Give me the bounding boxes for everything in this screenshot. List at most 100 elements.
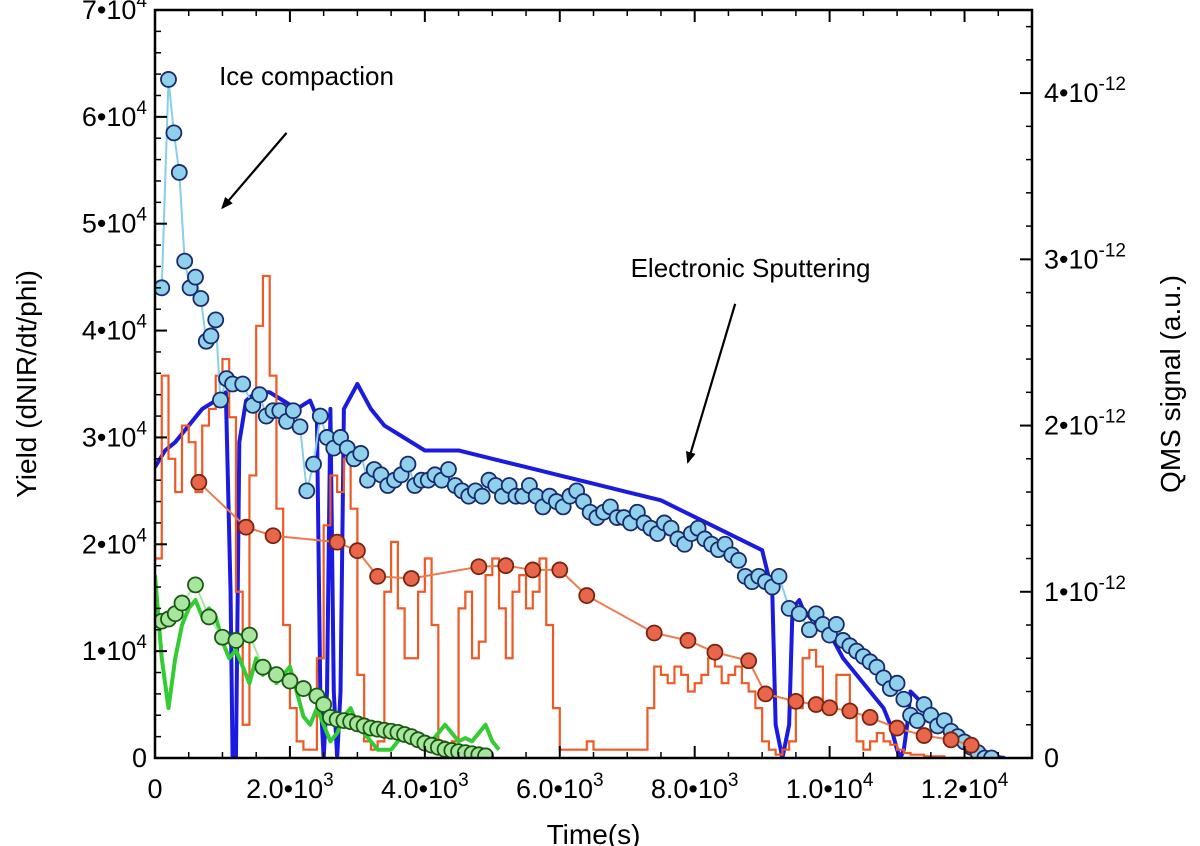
data-point: [214, 628, 231, 646]
data-point: [807, 696, 825, 713]
data-point: [268, 666, 285, 684]
data-point: [241, 626, 258, 644]
data-point: [740, 652, 758, 670]
data-point: [861, 708, 879, 726]
y-left-tick-label: 4•104: [82, 312, 148, 346]
series-3: [155, 71, 1000, 758]
data-point: [895, 690, 913, 708]
data-point: [706, 643, 724, 661]
data-point: [160, 71, 177, 88]
series-1: [155, 274, 999, 758]
data-point: [524, 561, 542, 579]
data-point: [962, 736, 980, 754]
y-right-tick-label: 2•10-12: [1044, 407, 1126, 441]
data-point: [298, 482, 316, 500]
series-4: [190, 473, 980, 754]
data-point: [790, 605, 808, 623]
data-point: [888, 674, 906, 692]
x-tick-label: 4.0•103: [381, 770, 469, 804]
data-point: [295, 680, 312, 697]
data-point: [440, 461, 457, 478]
data-point: [348, 542, 366, 560]
data-point: [470, 558, 488, 576]
data-point: [369, 567, 387, 585]
data-point: [251, 386, 268, 404]
data-point: [497, 557, 515, 575]
x-tick-label: 6.0•103: [516, 770, 604, 804]
annotation-label: Ice compaction: [219, 61, 394, 91]
y-left-tick-label: 7•104: [82, 0, 148, 25]
data-point: [757, 685, 774, 703]
series-5: [155, 576, 494, 758]
series-layer: [155, 71, 1006, 758]
y-right-axis-title: QMS signal (a.u.): [1155, 275, 1186, 493]
y-right-tick-label: 3•10-12: [1044, 240, 1126, 274]
series-line: [155, 274, 999, 758]
data-point: [578, 587, 596, 604]
data-point: [254, 658, 272, 676]
data-point: [237, 518, 255, 536]
x-tick-label: 0: [147, 774, 162, 804]
data-point: [212, 391, 229, 409]
data-point: [942, 731, 960, 749]
annotation-arrow: [221, 132, 288, 210]
y-left-tick-label: 3•104: [82, 418, 148, 452]
data-point: [888, 719, 906, 737]
y-right-tick-label: 4•10-12: [1044, 74, 1126, 108]
data-point: [264, 527, 282, 545]
data-point: [187, 576, 204, 594]
data-point: [207, 311, 225, 329]
data-point: [827, 616, 845, 633]
y-left-tick-label: 1•104: [82, 632, 148, 666]
data-point: [770, 567, 788, 585]
data-point: [315, 696, 333, 713]
data-point: [202, 327, 220, 345]
data-point: [155, 279, 171, 297]
x-axis-title: Time(s): [547, 819, 641, 846]
data-point: [551, 561, 569, 579]
data-point: [291, 418, 309, 436]
data-point: [281, 672, 299, 690]
x-tick-label: 2.0•103: [246, 770, 334, 804]
data-point: [645, 624, 663, 642]
data-point: [821, 699, 839, 717]
annotation-label: Electronic Sputtering: [631, 253, 871, 283]
annotation-layer: Ice compaction Electronic Sputtering: [219, 61, 871, 464]
data-point: [841, 702, 859, 720]
data-point: [187, 268, 204, 286]
annotation-arrow: [686, 303, 737, 464]
data-point: [165, 124, 183, 142]
data-point: [305, 455, 322, 473]
data-point: [200, 608, 218, 626]
data-point: [983, 749, 1000, 758]
y-right-tick-label: 1•10-12: [1044, 573, 1126, 607]
y-left-tick-label: 5•104: [82, 205, 148, 239]
x-tick-label: 8.0•103: [651, 770, 739, 804]
data-point: [477, 747, 494, 758]
y-left-tick-label: 6•104: [82, 98, 148, 132]
data-point: [170, 164, 188, 181]
data-point: [787, 692, 805, 710]
data-point: [192, 290, 210, 307]
data-point: [173, 594, 191, 612]
data-point: [473, 487, 491, 505]
x-tick-label: 1.0•104: [786, 770, 874, 804]
y-left-tick-label: 2•104: [82, 525, 148, 559]
plot-frame: [153, 8, 1034, 760]
axes-layer: 0 2.0•103 4.0•103 6.0•103 8.0•103 1.0•104 1.2•…: [11, 0, 1186, 846]
data-point: [190, 473, 208, 491]
y-left-axis-title: Yield (dNIR/dt/phi): [11, 270, 42, 498]
data-point: [176, 252, 194, 270]
data-point: [234, 375, 252, 393]
data-point: [328, 533, 346, 551]
data-point: [679, 632, 697, 649]
data-point: [402, 570, 420, 587]
data-point: [915, 727, 933, 744]
data-point: [311, 407, 329, 425]
data-point: [399, 455, 417, 473]
y-right-tick-label: 0: [1044, 743, 1059, 773]
data-point: [284, 402, 302, 420]
data-point: [730, 551, 747, 569]
data-point: [352, 445, 370, 462]
